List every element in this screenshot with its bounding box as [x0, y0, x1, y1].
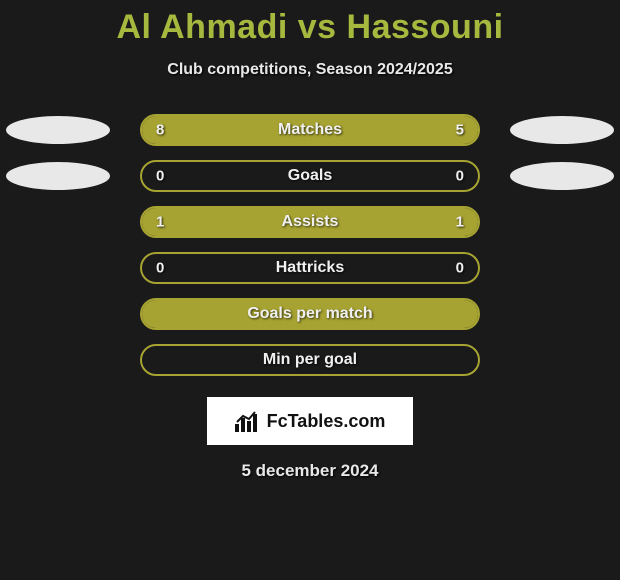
- stat-pill: Goals 0 0: [140, 160, 480, 192]
- player-left-marker: [6, 162, 110, 190]
- stat-row: Hattricks 0 0: [0, 245, 620, 291]
- stat-row: Min per goal: [0, 337, 620, 383]
- fctables-logo[interactable]: FcTables.com: [207, 397, 413, 445]
- stat-pill: Goals per match: [140, 298, 480, 330]
- page-subtitle: Club competitions, Season 2024/2025: [0, 61, 620, 79]
- stat-pill: Hattricks 0 0: [140, 252, 480, 284]
- stat-value-left: 0: [156, 168, 164, 185]
- stat-label: Assists: [282, 213, 339, 231]
- stat-label: Hattricks: [276, 259, 344, 277]
- stat-value-left: 1: [156, 214, 164, 231]
- bar-chart-icon: [235, 410, 261, 432]
- player-left-marker: [6, 116, 110, 144]
- stat-value-right: 0: [456, 168, 464, 185]
- stat-pill: Matches 8 5: [140, 114, 480, 146]
- player-right-marker: [510, 116, 614, 144]
- player-right-marker: [510, 162, 614, 190]
- stat-label: Matches: [278, 121, 342, 139]
- stat-label: Goals per match: [247, 305, 372, 323]
- stat-row: Matches 8 5: [0, 107, 620, 153]
- stat-label: Min per goal: [263, 351, 357, 369]
- stat-value-right: 0: [456, 260, 464, 277]
- stat-value-right: 1: [456, 214, 464, 231]
- page-title: Al Ahmadi vs Hassouni: [0, 0, 620, 47]
- stat-label: Goals: [288, 167, 332, 185]
- stat-pill: Min per goal: [140, 344, 480, 376]
- stat-row: Goals 0 0: [0, 153, 620, 199]
- snapshot-date: 5 december 2024: [0, 461, 620, 481]
- stats-rows: Matches85Goals00Assists11Hattricks00Goal…: [0, 107, 620, 383]
- stat-value-right: 5: [456, 122, 464, 139]
- stat-row: Goals per match: [0, 291, 620, 337]
- stat-value-left: 8: [156, 122, 164, 139]
- stat-pill: Assists 1 1: [140, 206, 480, 238]
- stat-value-left: 0: [156, 260, 164, 277]
- stat-row: Assists 1 1: [0, 199, 620, 245]
- logo-text: FcTables.com: [267, 411, 386, 432]
